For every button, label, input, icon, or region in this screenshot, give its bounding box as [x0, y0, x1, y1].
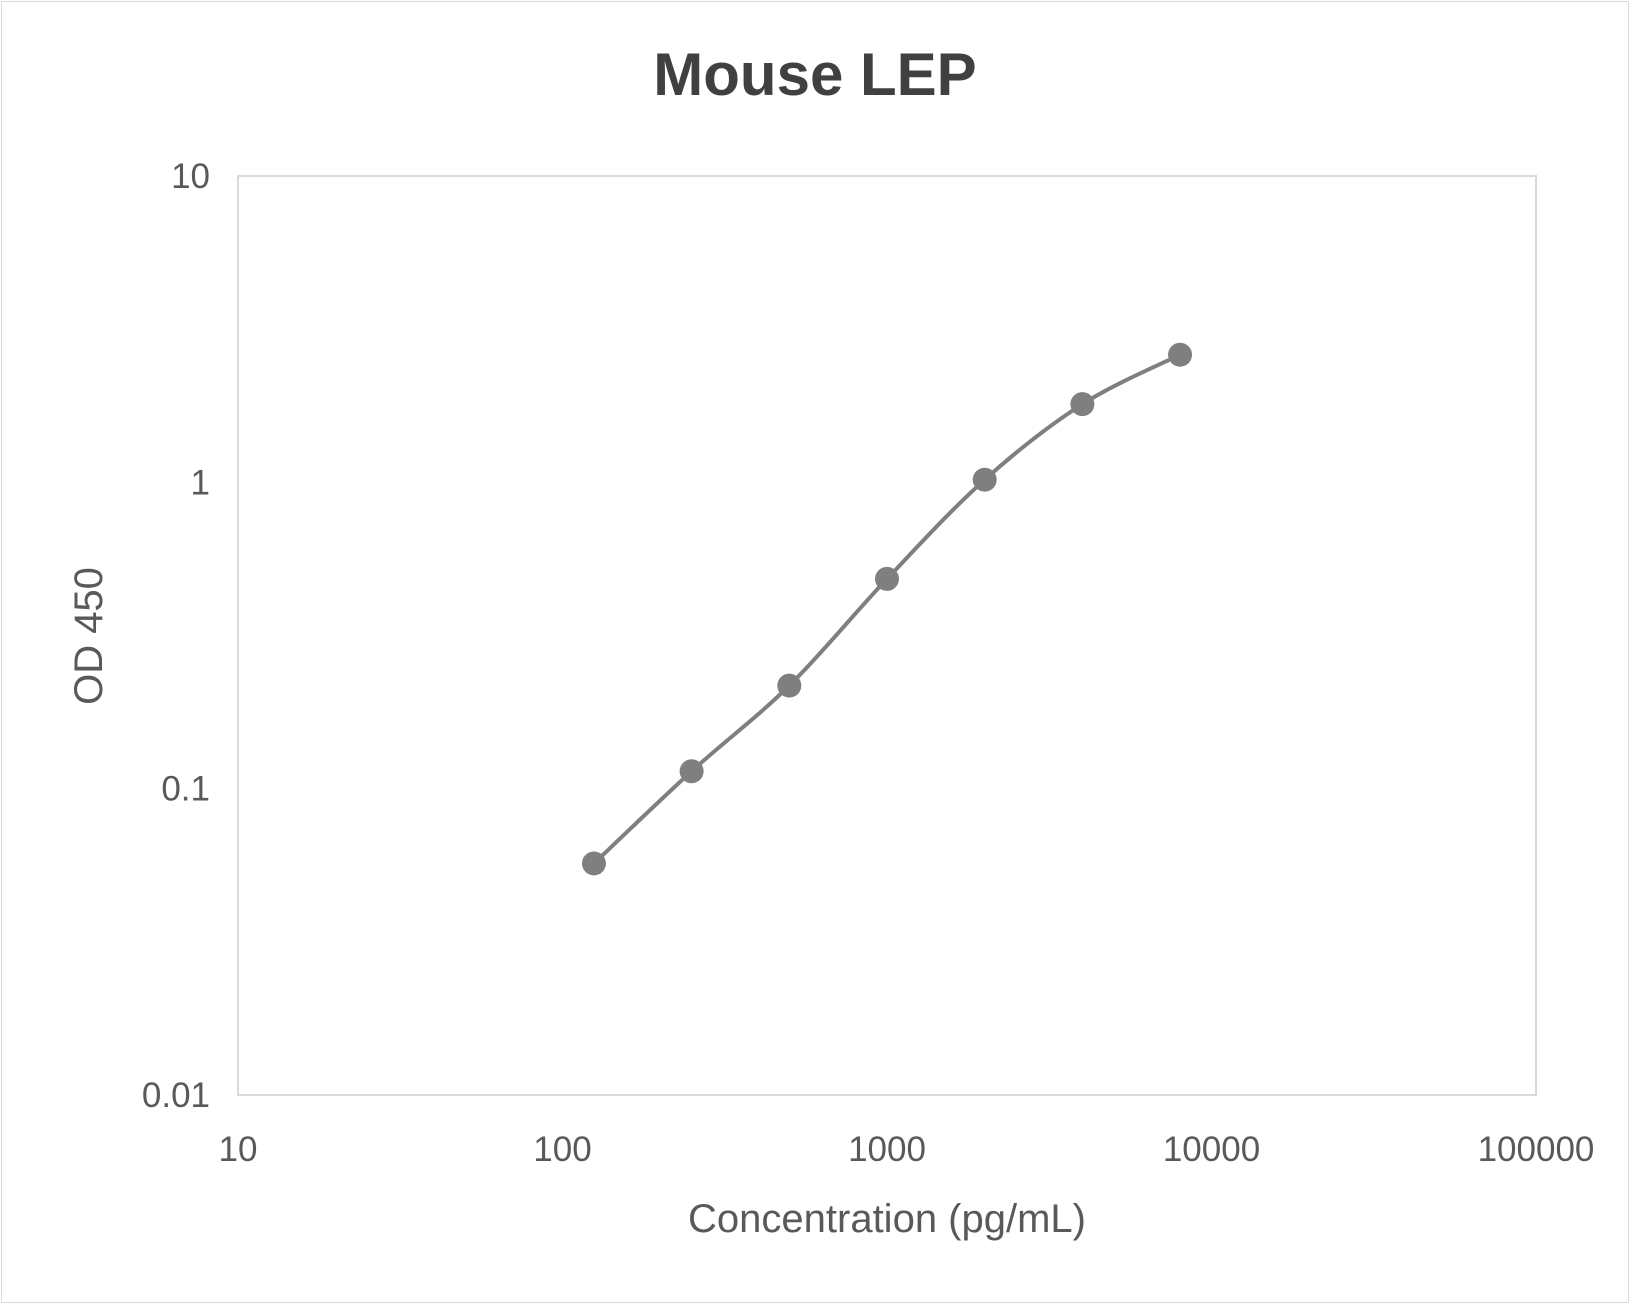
- data-point: [581, 851, 606, 876]
- x-tick-label: 100: [533, 1130, 591, 1169]
- data-point: [1070, 392, 1095, 417]
- x-tick-label: 10: [219, 1130, 258, 1169]
- chart-title: Mouse LEP: [653, 41, 976, 108]
- series-line: [592, 352, 1181, 865]
- y-tick-label: 10: [171, 157, 210, 196]
- data-point: [1168, 342, 1193, 367]
- y-tick-label: 0.1: [161, 770, 210, 809]
- y-tick-label: 1: [191, 463, 210, 502]
- x-axis-label: Concentration (pg/mL): [688, 1197, 1086, 1241]
- data-point: [875, 566, 899, 591]
- y-tick-label: 0.01: [142, 1076, 210, 1115]
- y-axis-label: OD 450: [67, 567, 111, 705]
- data-point: [972, 467, 997, 492]
- x-tick-label: 10000: [1163, 1130, 1260, 1169]
- data-point: [777, 673, 802, 698]
- x-tick-label: 100000: [1478, 1130, 1595, 1169]
- plot-area: [237, 175, 1537, 1096]
- x-tick-label: 1000: [848, 1130, 926, 1169]
- data-point: [679, 759, 704, 784]
